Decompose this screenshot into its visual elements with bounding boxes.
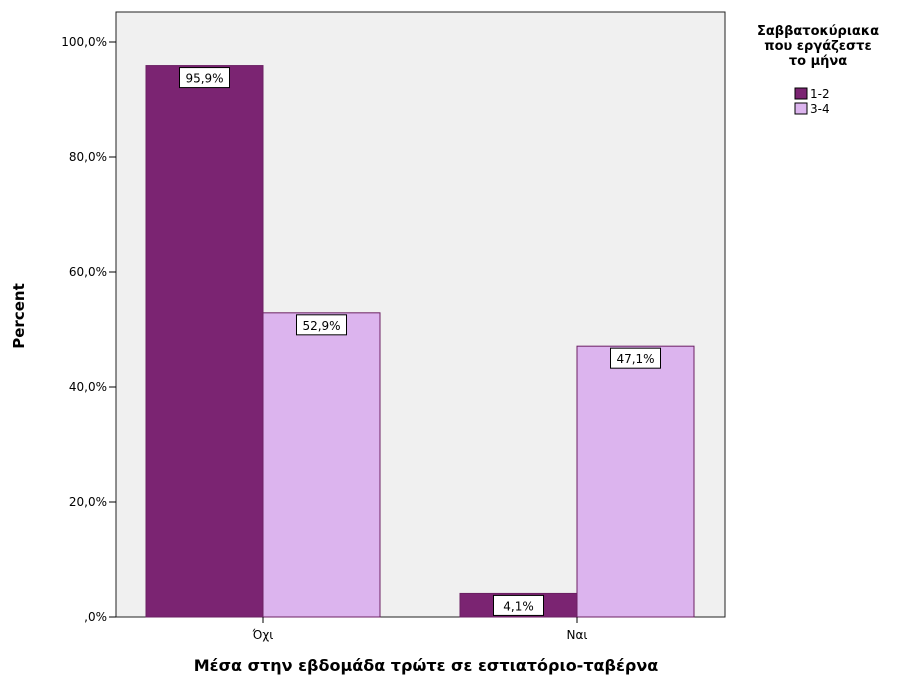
data-label-box [610,347,661,369]
legend-swatch [794,87,808,100]
y-tick-label: 20,0% [69,495,107,509]
data-labels-group: 95,9% 52,9% 4,1% 47,1% [179,67,661,616]
bar-1-1 [145,65,264,618]
y-tick-label: 100,0% [61,35,107,49]
data-label: 52,9% [302,319,340,333]
bar-1-2 [262,312,381,618]
data-label-box [296,314,347,336]
legend-label: 3-4 [810,102,830,116]
legend-swatch [794,102,808,115]
bar-2-2 [576,345,695,618]
legend-title: που εργάζεστε [764,39,871,54]
legend-title: το μήνα [789,54,847,69]
axes-group: ,0% 20,0% 40,0% 60,0% 80,0% 100,0% Όχι Ναι [61,35,587,642]
x-axis-label: Μέσα στην εβδομάδα τρώτε σε εστιατόριο-τ… [194,656,658,675]
bars-group [145,65,695,618]
x-tick-label: Ναι [567,628,588,642]
y-tick-label: ,0% [84,610,107,624]
y-tick-label: 80,0% [69,150,107,164]
legend-title: Σαββατοκύριακα [757,24,879,39]
data-label-box [493,594,544,616]
legend-label: 1-2 [810,87,830,101]
y-axis-label: Percent [10,283,28,348]
data-label: 4,1% [503,599,534,613]
data-label-box [179,67,230,89]
y-tick-label: 60,0% [69,265,107,279]
x-tick-label: Όχι [252,628,274,642]
data-label: 95,9% [185,72,223,86]
data-label: 47,1% [616,352,654,366]
y-tick-label: 40,0% [69,380,107,394]
